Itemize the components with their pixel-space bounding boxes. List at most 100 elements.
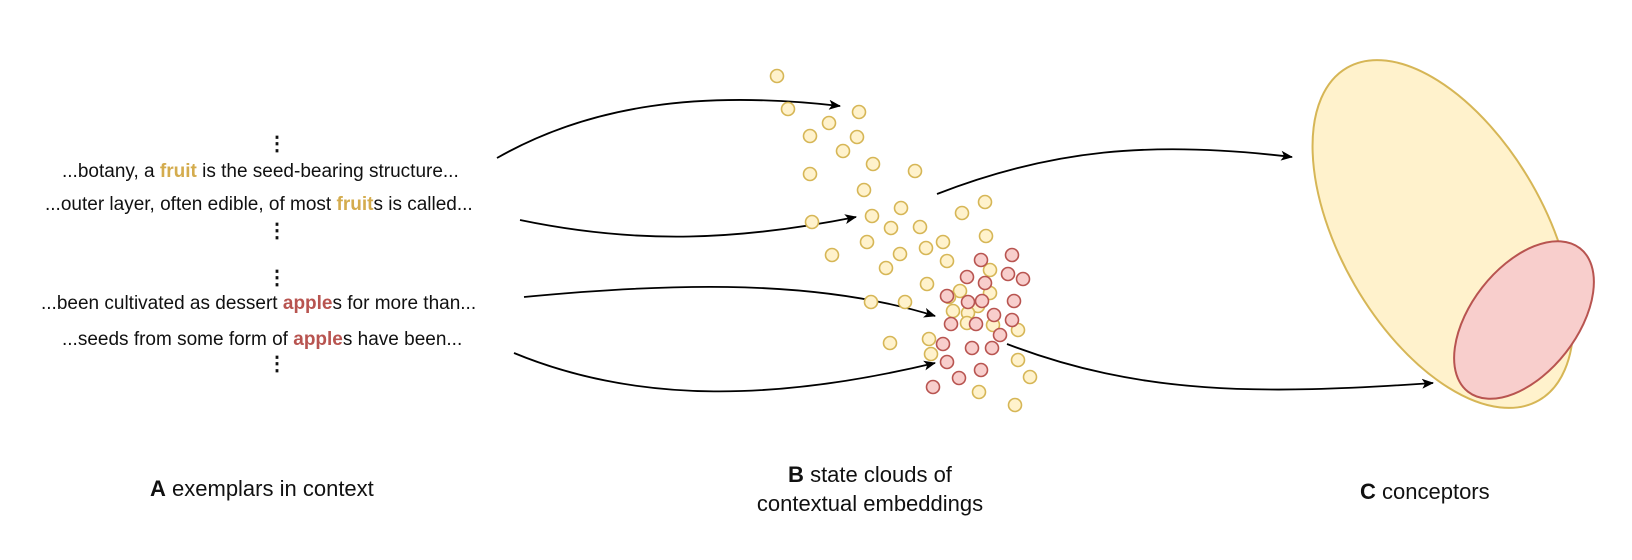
exemplar-line-apple-1: ...been cultivated as dessert apples for…: [41, 293, 476, 315]
apple-embedding-point: [1006, 293, 1022, 309]
highlight-apple: apple: [293, 329, 343, 350]
apple-embedding-point: [974, 293, 990, 309]
apple-embedding-point: [925, 379, 941, 395]
apple-embedding-point: [964, 340, 980, 356]
exemplar-line-apple-2: ...seeds from some form of apples have b…: [62, 329, 462, 351]
fruit-embedding-point: [824, 247, 840, 263]
fruit-embedding-point: [863, 294, 879, 310]
state-cloud: [769, 68, 1038, 413]
fruit-embedding-point: [952, 283, 968, 299]
apple-embedding-point: [939, 354, 955, 370]
exemplar-text-post: is the seed-bearing structure...: [196, 161, 459, 182]
fruit-embedding-point: [851, 104, 867, 120]
exemplar-text-pre: ...botany, a: [62, 161, 160, 182]
apple-embedding-point: [959, 269, 975, 285]
fruit-embedding-point: [1010, 352, 1026, 368]
arrow-fruit-1: [496, 99, 841, 159]
caption-c: C conceptors: [1360, 477, 1560, 506]
fruit-embedding-point: [912, 219, 928, 235]
apple-embedding-point: [935, 336, 951, 352]
fruit-embedding-point: [883, 220, 899, 236]
fruit-embedding-point: [918, 240, 934, 256]
apple-embedding-point: [939, 288, 955, 304]
exemplar-text-post: s for more than...: [332, 293, 477, 314]
fruit-embedding-point: [864, 208, 880, 224]
caption-a-letter: A: [150, 476, 166, 501]
fruit-embedding-point: [856, 182, 872, 198]
exemplar-text-pre: ...been cultivated as dessert: [41, 293, 283, 314]
apple-embedding-point: [973, 252, 989, 268]
highlight-fruit: fruit: [159, 161, 197, 182]
fruit-embedding-point: [923, 346, 939, 362]
apple-embedding-point: [973, 362, 989, 378]
ellipsis-top-fruit: ⋮: [267, 133, 287, 155]
fruit-embedding-point: [921, 331, 937, 347]
exemplar-line-fruit-1: ...botany, a fruit is the seed-bearing s…: [62, 161, 459, 183]
fruit-embedding-point: [982, 262, 998, 278]
fruit-conceptor-ellipse: [1311, 59, 1575, 409]
fruit-embedding-point: [780, 101, 796, 117]
fruit-embedding-point: [978, 228, 994, 244]
fruit-embedding-point: [804, 214, 820, 230]
arrow-apple-1: [523, 285, 936, 318]
caption-b-text2: contextual embeddings: [756, 491, 984, 516]
fruit-embedding-point: [1022, 369, 1038, 385]
arrow-apple-conceptor: [1006, 343, 1434, 391]
ellipsis-bottom-apple: ⋮: [267, 353, 287, 375]
apple-embedding-point: [951, 370, 967, 386]
fruit-embedding-point: [849, 129, 865, 145]
exemplar-text-post: s is called...: [373, 194, 473, 215]
fruit-embedding-point: [907, 163, 923, 179]
fruit-embedding-point: [892, 246, 908, 262]
apple-embedding-point: [1000, 266, 1016, 282]
fruit-embedding-point: [1007, 397, 1023, 413]
fruit-embedding-point: [939, 253, 955, 269]
fruit-embedding-point: [919, 276, 935, 292]
apple-embedding-point: [968, 316, 984, 332]
apple-embedding-point: [1004, 312, 1020, 328]
arrow-fruit-conceptor: [936, 148, 1293, 195]
fruit-embedding-point: [954, 205, 970, 221]
fruit-embedding-point: [897, 294, 913, 310]
caption-a-text: exemplars in context: [172, 476, 374, 501]
apple-conceptor-ellipse: [1453, 240, 1595, 400]
arrow-apple-2: [513, 352, 936, 393]
highlight-fruit: fruit: [336, 194, 374, 215]
apple-embedding-point: [1015, 271, 1031, 287]
fruit-embedding-point: [835, 143, 851, 159]
fruit-embedding-point: [859, 234, 875, 250]
fruit-embedding-point: [893, 200, 909, 216]
caption-b-line1: B state clouds of: [720, 460, 1020, 489]
exemplar-text-post: s have been...: [342, 329, 463, 350]
caption-c-letter: C: [1360, 479, 1376, 504]
fruit-embedding-point: [971, 384, 987, 400]
apple-embedding-point: [960, 294, 976, 310]
caption-a: A exemplars in context: [150, 474, 410, 503]
caption-c-text: conceptors: [1382, 479, 1490, 504]
apple-embedding-point: [943, 316, 959, 332]
apple-embedding-point: [1004, 247, 1020, 263]
exemplar-text-pre: ...outer layer, often edible, of most: [45, 194, 337, 215]
exemplar-line-fruit-2: ...outer layer, often edible, of most fr…: [45, 194, 473, 216]
caption-b: B state clouds of contextual embeddings: [720, 460, 1020, 518]
caption-b-letter: B: [788, 462, 804, 487]
ellipsis-bottom-fruit: ⋮: [267, 220, 287, 242]
fruit-embedding-point: [865, 156, 881, 172]
fruit-embedding-point: [935, 234, 951, 250]
apple-embedding-point: [984, 340, 1000, 356]
fruit-embedding-point: [802, 128, 818, 144]
highlight-apple: apple: [282, 293, 333, 314]
ellipsis-top-apple: ⋮: [267, 267, 287, 289]
fruit-embedding-point: [769, 68, 785, 84]
fruit-embedding-point: [977, 194, 993, 210]
fruit-embedding-point: [802, 166, 818, 182]
apple-embedding-point: [986, 307, 1002, 323]
fruit-embedding-point: [821, 115, 837, 131]
apple-embedding-point: [977, 275, 993, 291]
fruit-embedding-point: [882, 335, 898, 351]
apple-embedding-point: [992, 327, 1008, 343]
fruit-embedding-point: [945, 303, 961, 319]
exemplar-text-pre: ...seeds from some form of: [62, 329, 294, 350]
fruit-embedding-point: [878, 260, 894, 276]
